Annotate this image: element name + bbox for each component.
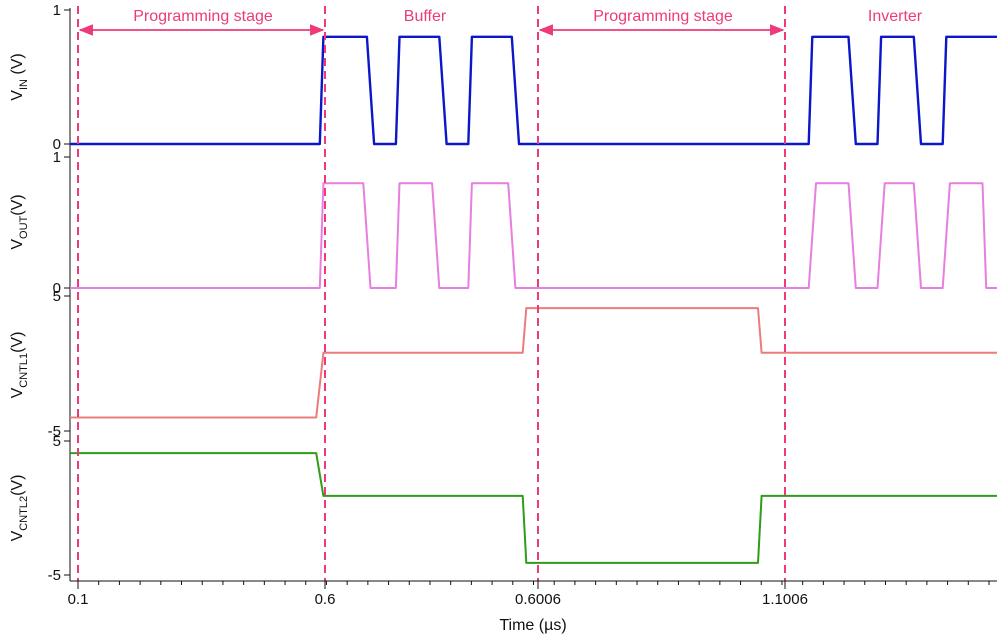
stage-label: Programming stage <box>133 8 273 25</box>
x-axis: 0.1 0.6 0.6006 1.1006 <box>68 580 997 608</box>
y-tick-label-vin: 1 <box>53 2 61 19</box>
stage-label: Programming stage <box>593 8 733 25</box>
y-tick-label-vout: 0 <box>53 280 61 297</box>
x-tick-label: 0.6006 <box>515 591 561 608</box>
panel-vcntl2: 5 -5 VCNTL2(V) <box>9 433 997 584</box>
x-axis-title: Time (µs) <box>499 617 566 634</box>
x-tick-label: 0.1 <box>68 591 89 608</box>
series-line-vin <box>70 35 997 146</box>
panel-vcntl1: 5 -5 VCNTL1(V) <box>9 288 997 440</box>
stage-label: Inverter <box>868 8 923 25</box>
y-tick-label-vcntl1: 5 <box>53 288 61 305</box>
stage-markers-layer <box>77 6 786 581</box>
y-tick-label-vcntl1: -5 <box>48 423 61 440</box>
series-line-vout <box>70 182 997 289</box>
series-line-vcntl2 <box>70 452 997 564</box>
y-tick-label-vcntl2: 5 <box>53 433 61 450</box>
series-line-vcntl1 <box>70 307 997 419</box>
stage-label: Buffer <box>404 8 447 25</box>
y-tick-label-vout: 1 <box>53 149 61 166</box>
x-tick-label: 1.1006 <box>762 591 808 608</box>
y-axis-label-vout: VOUT(V) <box>9 194 30 249</box>
annotations-layer: Programming stage Buffer Programming stage… <box>78 8 923 36</box>
x-tick-label: 0.6 <box>315 591 336 608</box>
y-tick-label-vcntl2: -5 <box>48 567 61 584</box>
panel-vin: 1 0 VIN (V) <box>9 2 997 153</box>
y-tick-label-vin: 0 <box>53 136 61 153</box>
y-axis-label-vcntl2: VCNTL2(V) <box>9 475 30 542</box>
y-axis-label-vcntl1: VCNTL1(V) <box>9 332 30 399</box>
y-axis-label-vin: VIN (V) <box>9 53 30 100</box>
panel-vout: 1 0 VOUT(V) <box>9 149 997 297</box>
